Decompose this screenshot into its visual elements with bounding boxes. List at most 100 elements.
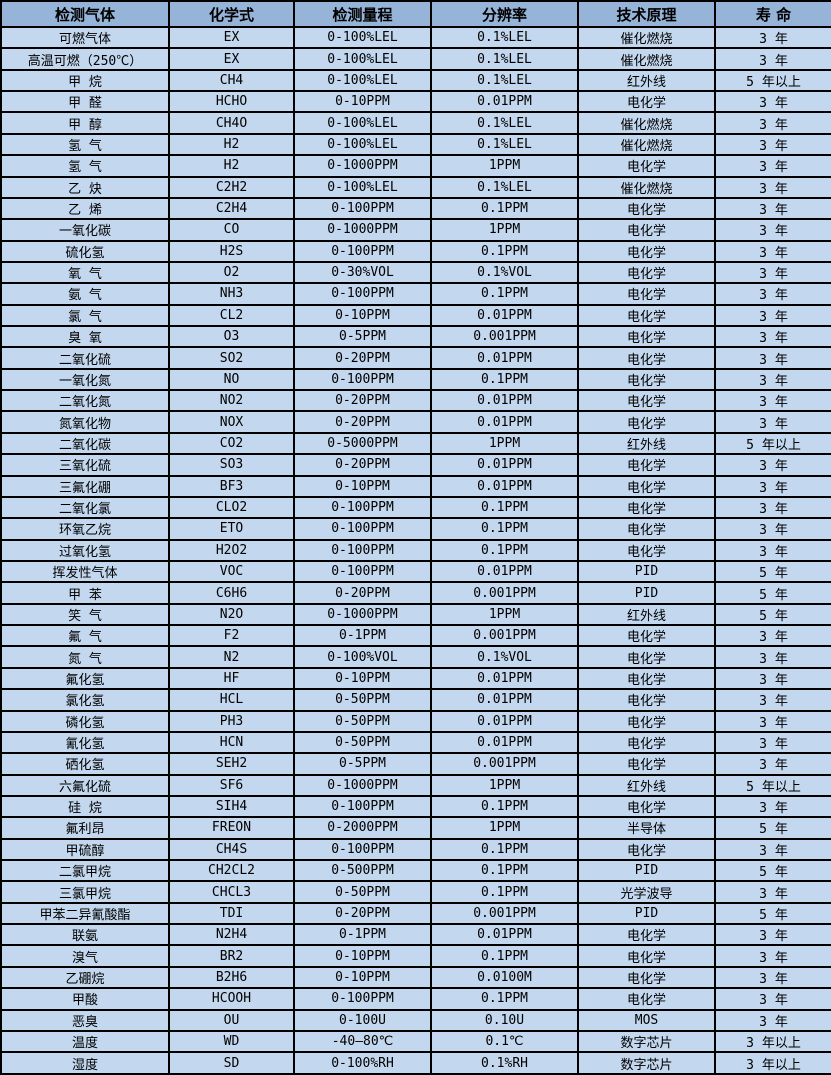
table-row: 二氯甲烷 CH2CL2 0-500PPM 0.1PPM PID 5 年 (0, 858, 831, 883)
table-row: 氟 气 F2 0-1PPM 0.001PPM 电化学 3 年 (0, 624, 831, 648)
cell-chemical-formula: PH3 (168, 709, 295, 733)
cell-technology: 电化学 (577, 944, 716, 968)
cell-lifespan: 3 年 (714, 495, 831, 520)
cell-chemical-formula: C2H4 (168, 196, 295, 221)
table-row: 联氨 N2H4 0-1PPM 0.01PPM 电化学 3 年 (0, 923, 831, 947)
cell-lifespan: 3 年 (714, 965, 831, 990)
cell-technology: 电化学 (577, 624, 716, 648)
cell-detection-range: 0-100PPM (293, 538, 432, 563)
cell-chemical-formula: H2 (168, 154, 295, 178)
table-row: 六氟化硫 SF6 0-1000PPM 1PPM 红外线 5 年以上 (0, 773, 831, 797)
table-row: 湿度 SD 0-100%RH 0.1%RH 数字芯片 3 年以上 (0, 1051, 831, 1075)
cell-resolution: 0.1%LEL (430, 175, 579, 199)
cell-detection-range: 0-100PPM (293, 837, 432, 862)
cell-resolution: 0.1PPM (430, 282, 579, 306)
cell-gas-name: 磷化氢 (0, 709, 170, 733)
cell-technology: 电化学 (577, 154, 716, 178)
cell-gas-name: 联氨 (0, 923, 170, 947)
cell-resolution: 0.1℃ (430, 1029, 579, 1054)
cell-gas-name: 乙 烯 (0, 196, 170, 221)
cell-chemical-formula: CH4S (168, 837, 295, 862)
cell-detection-range: 0-100PPM (293, 987, 432, 1011)
cell-technology: 电化学 (577, 538, 716, 563)
cell-resolution: 0.01PPM (430, 709, 579, 733)
cell-resolution: 0.001PPM (430, 624, 579, 648)
cell-resolution: 0.1PPM (430, 858, 579, 883)
cell-gas-name: 过氧化氢 (0, 538, 170, 563)
cell-detection-range: 0-100PPM (293, 794, 432, 819)
cell-resolution: 0.0100M (430, 965, 579, 990)
table-row: 三氟化硼 BF3 0-10PPM 0.01PPM 电化学 3 年 (0, 474, 831, 498)
table-row: 臭 氧 O3 0-5PPM 0.001PPM 电化学 3 年 (0, 325, 831, 349)
cell-chemical-formula: NO (168, 367, 295, 392)
cell-technology: 电化学 (577, 837, 716, 862)
cell-gas-name: 氮氧化物 (0, 410, 170, 434)
cell-gas-name: 硅 烷 (0, 794, 170, 819)
table-row: 甲 醛 HCHO 0-10PPM 0.01PPM 电化学 3 年 (0, 90, 831, 114)
cell-technology: 电化学 (577, 218, 716, 242)
cell-lifespan: 3 年 (714, 730, 831, 755)
cell-technology: 电化学 (577, 260, 716, 285)
cell-gas-name: 可燃气体 (0, 25, 170, 50)
cell-lifespan: 3 年 (714, 517, 831, 541)
cell-resolution: 1PPM (430, 773, 579, 797)
cell-technology: 红外线 (577, 602, 716, 627)
table-row: 磷化氢 PH3 0-50PPM 0.01PPM 电化学 3 年 (0, 709, 831, 733)
cell-technology: 电化学 (577, 282, 716, 306)
cell-gas-name: 环氧乙烷 (0, 517, 170, 541)
cell-resolution: 0.1PPM (430, 794, 579, 819)
table-row: 三氯甲烷 CHCL3 0-50PPM 0.1PPM 光学波导 3 年 (0, 880, 831, 904)
cell-technology: 红外线 (577, 773, 716, 797)
table-row: 氟化氢 HF 0-10PPM 0.01PPM 电化学 3 年 (0, 666, 831, 691)
header-resolution: 分辨率 (430, 0, 579, 28)
cell-lifespan: 5 年以上 (714, 68, 831, 93)
cell-gas-name: 甲硫醇 (0, 837, 170, 862)
cell-lifespan: 5 年 (714, 581, 831, 605)
cell-gas-name: 氢 气 (0, 154, 170, 178)
cell-chemical-formula: N2 (168, 645, 295, 669)
cell-technology: 电化学 (577, 495, 716, 520)
cell-technology: 数字芯片 (577, 1029, 716, 1054)
cell-chemical-formula: CO (168, 218, 295, 242)
cell-gas-name: 硫化氢 (0, 239, 170, 263)
cell-technology: PID (577, 559, 716, 584)
cell-technology: 电化学 (577, 923, 716, 947)
cell-lifespan: 3 年以上 (714, 1051, 831, 1075)
cell-technology: 电化学 (577, 90, 716, 114)
cell-resolution: 0.1%LEL (430, 111, 579, 135)
cell-resolution: 0.1PPM (430, 196, 579, 221)
cell-technology: 红外线 (577, 68, 716, 93)
cell-gas-name: 氯 气 (0, 303, 170, 328)
cell-resolution: 0.1PPM (430, 495, 579, 520)
cell-detection-range: 0-50PPM (293, 880, 432, 904)
cell-detection-range: 0-20PPM (293, 453, 432, 477)
cell-chemical-formula: HCHO (168, 90, 295, 114)
cell-resolution: 1PPM (430, 154, 579, 178)
cell-chemical-formula: BF3 (168, 474, 295, 498)
cell-chemical-formula: HCL (168, 688, 295, 712)
cell-resolution: 0.01PPM (430, 410, 579, 434)
cell-lifespan: 3 年 (714, 944, 831, 968)
cell-resolution: 0.1PPM (430, 987, 579, 1011)
cell-technology: 电化学 (577, 325, 716, 349)
cell-detection-range: 0-20PPM (293, 581, 432, 605)
cell-gas-name: 甲酸 (0, 987, 170, 1011)
cell-gas-name: 六氟化硫 (0, 773, 170, 797)
table-row: 恶臭 OU 0-100U 0.10U MOS 3 年 (0, 1008, 831, 1032)
cell-lifespan: 3 年 (714, 90, 831, 114)
cell-technology: 电化学 (577, 410, 716, 434)
cell-chemical-formula: N2H4 (168, 923, 295, 947)
table-row: 硒化氢 SEH2 0-5PPM 0.001PPM 电化学 3 年 (0, 752, 831, 776)
cell-chemical-formula: FREON (168, 816, 295, 840)
cell-resolution: 0.1PPM (430, 538, 579, 563)
table-row: 二氧化碳 CO2 0-5000PPM 1PPM 红外线 5 年以上 (0, 431, 831, 456)
cell-technology: 催化燃烧 (577, 47, 716, 71)
cell-chemical-formula: CH4O (168, 111, 295, 135)
cell-resolution: 0.1%LEL (430, 132, 579, 157)
table-row: 高温可燃（250℃） EX 0-100%LEL 0.1%LEL 催化燃烧 3 年 (0, 47, 831, 71)
cell-lifespan: 3 年 (714, 752, 831, 776)
cell-technology: 电化学 (577, 688, 716, 712)
cell-resolution: 0.001PPM (430, 581, 579, 605)
cell-detection-range: 0-100%RH (293, 1051, 432, 1075)
